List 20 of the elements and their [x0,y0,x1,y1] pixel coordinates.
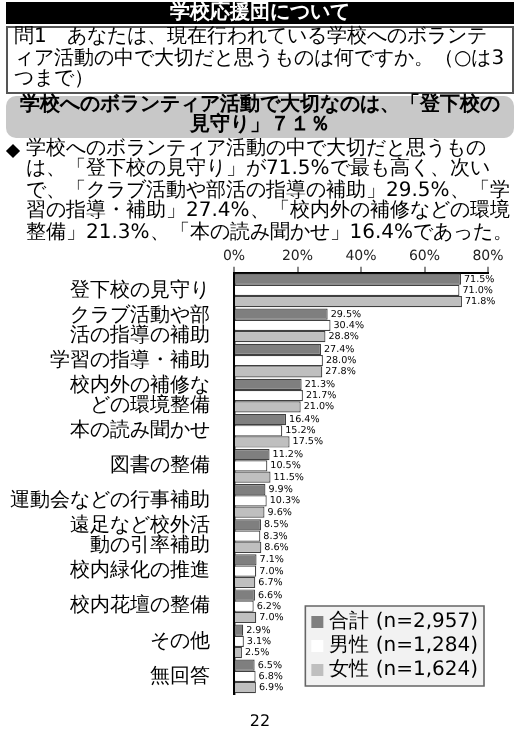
text: 学校へのボランティア活動の中で大切だと思うものは、「登下校の見守り」が71.5%で最も高く、次いで、「クラブ活動や部活の指導の補助」29.5%、「学習の指導・補助」27.4%、「校内外の補修などの環境整備」21.3%、「本の読み聞かせ」16.4%であった。 [26,137,514,244]
y-tick-label: クラブ活動や部活の指導の補助 [70,302,210,347]
y-tick-label: 校内緑化の推進 [68,558,210,583]
y-tick-label: 学習の指導・補助 [50,347,210,372]
y-tick-label: 校内外の補修などの環境整備 [68,372,210,417]
y-tick-label: 校内花壇の整備 [68,593,210,618]
text: 22 [247,712,273,730]
y-tick-label: 登下校の見守り [70,277,210,302]
y-tick-label: 運動会などの行事補助 [10,488,210,513]
y-tick-label: 遠足など校外活動の引率補助 [70,513,210,558]
legend-label: 男性 (n=1,284) [329,633,479,658]
text: 問1 あなたは、現在行われている学校へのボランティア活動の中で大切だと思うものは何ですか。（○は3つまで） [6,26,514,93]
y-tick-label: 本の読み聞かせ [70,417,210,442]
y-tick-label: 無回答 [150,663,210,688]
y-tick-label: その他 [150,628,210,653]
chart-subtitle: 学校へのボランティア活動で大切なのは、「登下校の見守り」７１％ [6,93,514,137]
legend-label: 女性 (n=1,624) [329,657,479,682]
chart-title: 学校応援団について [6,2,514,24]
legend-label: 合計 (n=2,957) [329,609,479,634]
y-tick-label: 図書の整備 [110,453,210,478]
